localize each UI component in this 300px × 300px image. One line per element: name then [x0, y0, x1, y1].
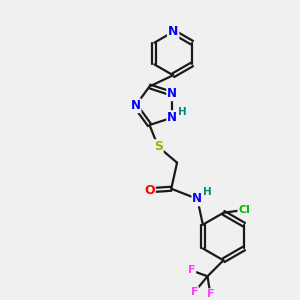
- Text: N: N: [168, 25, 178, 38]
- Text: H: H: [203, 187, 212, 197]
- Text: F: F: [191, 287, 198, 297]
- Text: S: S: [154, 140, 163, 153]
- Text: F: F: [207, 289, 214, 299]
- Text: Cl: Cl: [238, 205, 250, 215]
- Text: F: F: [188, 266, 195, 275]
- Text: N: N: [192, 192, 202, 206]
- Text: O: O: [144, 184, 155, 197]
- Text: N: N: [130, 99, 140, 112]
- Text: N: N: [167, 87, 177, 100]
- Text: N: N: [167, 111, 177, 124]
- Text: H: H: [178, 107, 187, 117]
